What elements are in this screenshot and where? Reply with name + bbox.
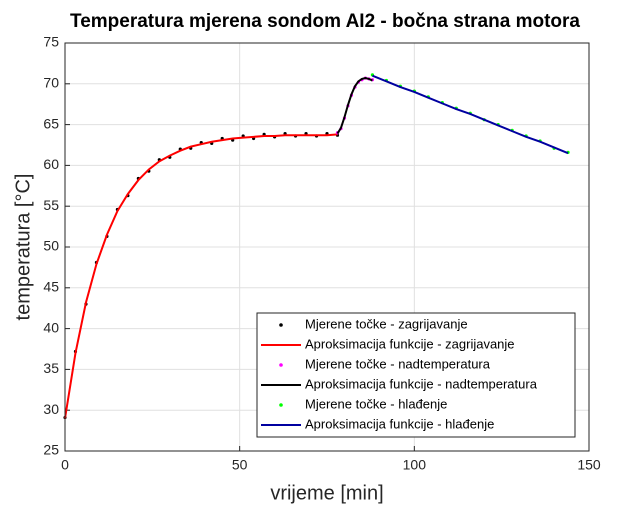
legend-marker (279, 403, 283, 407)
legend-marker (279, 363, 283, 367)
y-tick-label: 50 (43, 238, 59, 254)
y-tick-label: 70 (43, 75, 59, 91)
legend-label: Aproksimacija funkcije - hlađenje (305, 416, 494, 431)
legend-marker (279, 323, 283, 327)
fit-line (336, 77, 373, 135)
y-tick-label: 35 (43, 360, 59, 376)
y-tick-label: 30 (43, 401, 59, 417)
y-tick-label: 55 (43, 197, 59, 213)
y-tick-label: 25 (43, 442, 59, 458)
x-tick-label: 50 (232, 457, 248, 473)
y-tick-label: 45 (43, 279, 59, 295)
chart-title: Temperatura mjerena sondom AI2 - bočna s… (70, 11, 580, 32)
fit-line (372, 74, 569, 155)
legend-label: Mjerene točke - hlađenje (305, 396, 447, 411)
y-axis-label: temperatura [°C] (12, 174, 34, 321)
legend-label: Aproksimacija funkcije - zagrijavanje (305, 336, 515, 351)
y-tick-label: 60 (43, 156, 59, 172)
axes-box (64, 42, 590, 452)
legend-label: Mjerene točke - nadtemperatura (305, 356, 491, 371)
legend-label: Aproksimacija funkcije - nadtemperatura (305, 376, 538, 391)
x-tick-label: 150 (577, 457, 601, 473)
y-tick-label: 75 (43, 34, 59, 50)
y-tick-label: 65 (43, 115, 59, 131)
x-tick-label: 100 (403, 457, 427, 473)
legend-label: Mjerene točke - zagrijavanje (305, 316, 468, 331)
fit-line (64, 133, 338, 419)
x-axis-label: vrijeme [min] (270, 482, 383, 504)
legend-box (256, 312, 576, 438)
x-tick-label: 0 (61, 457, 69, 473)
y-tick-label: 40 (43, 319, 59, 335)
